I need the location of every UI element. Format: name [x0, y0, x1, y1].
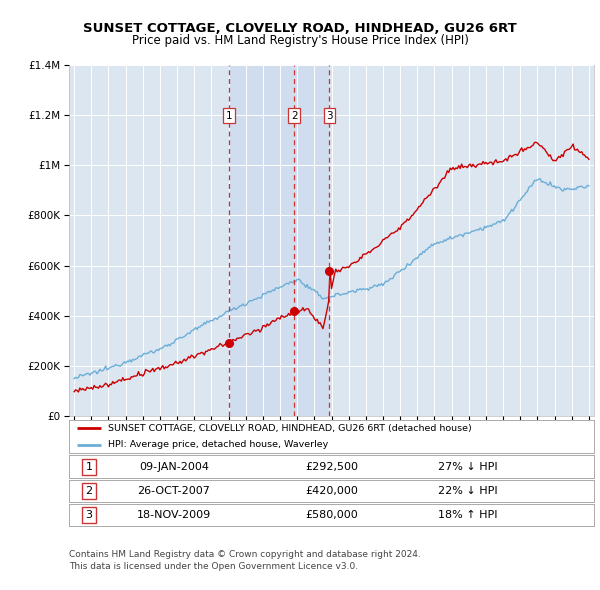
Text: 3: 3	[326, 111, 333, 121]
Text: 18-NOV-2009: 18-NOV-2009	[137, 510, 211, 520]
Text: Contains HM Land Registry data © Crown copyright and database right 2024.: Contains HM Land Registry data © Crown c…	[69, 550, 421, 559]
Text: 09-JAN-2004: 09-JAN-2004	[139, 462, 209, 471]
Text: 18% ↑ HPI: 18% ↑ HPI	[438, 510, 498, 520]
Text: 27% ↓ HPI: 27% ↓ HPI	[438, 462, 498, 471]
Text: 1: 1	[85, 462, 92, 471]
Text: Price paid vs. HM Land Registry's House Price Index (HPI): Price paid vs. HM Land Registry's House …	[131, 34, 469, 47]
Text: 26-OCT-2007: 26-OCT-2007	[137, 486, 211, 496]
Text: This data is licensed under the Open Government Licence v3.0.: This data is licensed under the Open Gov…	[69, 562, 358, 571]
Text: 2: 2	[291, 111, 298, 121]
Text: SUNSET COTTAGE, CLOVELLY ROAD, HINDHEAD, GU26 6RT: SUNSET COTTAGE, CLOVELLY ROAD, HINDHEAD,…	[83, 22, 517, 35]
Text: 3: 3	[85, 510, 92, 520]
Text: £292,500: £292,500	[305, 462, 358, 471]
Text: 22% ↓ HPI: 22% ↓ HPI	[438, 486, 498, 496]
Bar	[229, 65, 329, 416]
Text: 1: 1	[226, 111, 232, 121]
Text: £420,000: £420,000	[305, 486, 358, 496]
Text: 2: 2	[85, 486, 92, 496]
Text: £580,000: £580,000	[305, 510, 358, 520]
Text: SUNSET COTTAGE, CLOVELLY ROAD, HINDHEAD, GU26 6RT (detached house): SUNSET COTTAGE, CLOVELLY ROAD, HINDHEAD,…	[109, 424, 472, 433]
Text: HPI: Average price, detached house, Waverley: HPI: Average price, detached house, Wave…	[109, 440, 329, 450]
